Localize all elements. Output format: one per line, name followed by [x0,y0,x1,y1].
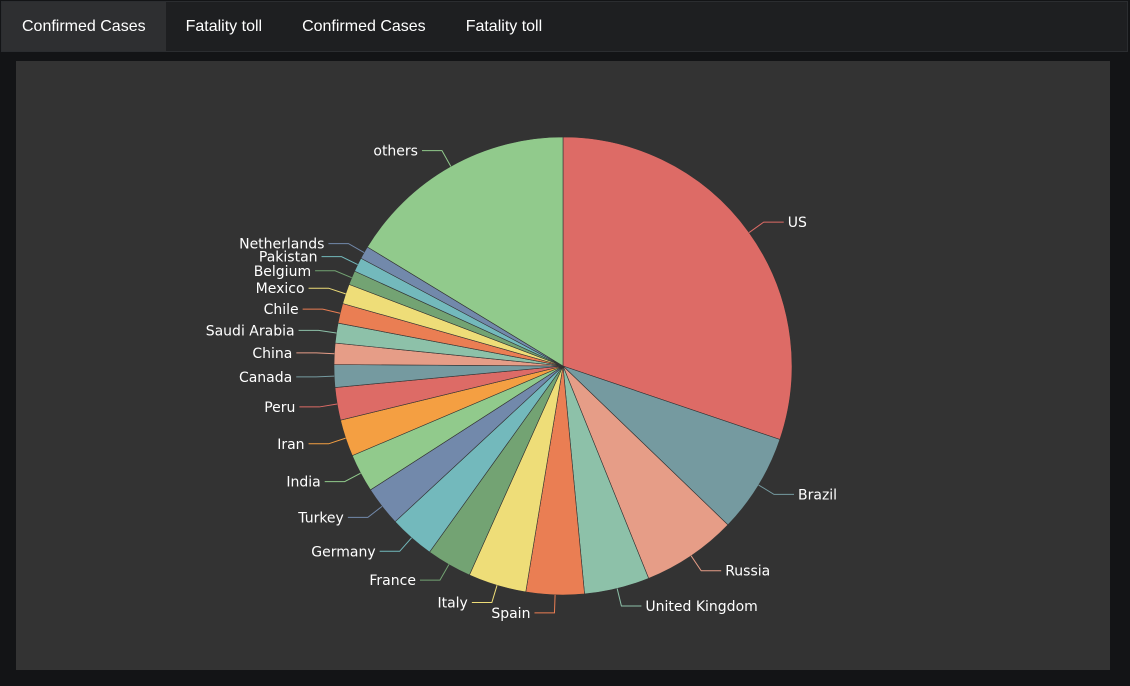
label-us: US [788,215,807,231]
label-canada: Canada [239,370,292,386]
tab-confirmed-cases[interactable]: Confirmed Cases [2,2,166,51]
label-line-france [419,564,450,581]
tab-fatality-toll[interactable]: Fatality toll [185,17,263,35]
label-line-iran [308,437,346,445]
label-pakistan: Pakistan [259,250,318,266]
label-line-germany [379,537,412,552]
label-line-mexico [308,287,346,295]
pie-chart: US Brazil Russia United Kingdom Spain Italy Fr… [206,136,837,622]
label-italy: Italy [437,596,467,612]
slice-others[interactable] [366,136,564,367]
label-iran: Iran [277,437,304,453]
label-chile: Chile [264,302,299,318]
label-line-pakistan [321,256,358,266]
pie-labels: US Brazil Russia United Kingdom Spain Italy Fr… [206,144,837,622]
label-saudi-arabia: Saudi Arabia [206,323,295,339]
label-mexico: Mexico [256,281,305,297]
label-line-china [296,352,335,355]
label-line-saudi-arabia [298,329,337,334]
label-russia: Russia [725,564,770,580]
label-netherlands: Netherlands [239,237,324,253]
pie-slices [333,136,793,596]
tab-confirmed-cases-2[interactable]: Confirmed Cases [302,17,426,35]
label-line-canada [296,375,335,378]
label-spain: Spain [491,606,530,622]
tab-fatality-toll-2[interactable]: Fatality toll [465,17,543,35]
label-line-peru [299,403,338,408]
label-line-spain [534,594,556,614]
tab-bar: Confirmed Cases Fatality toll Confirmed … [1,1,1128,52]
label-line-brazil [758,484,795,495]
label-peru: Peru [264,400,295,416]
label-turkey: Turkey [297,510,344,526]
label-line-united-kingdom [616,588,642,607]
label-china: China [252,346,292,362]
label-line-us [748,221,784,233]
chart-panel: US Brazil Russia United Kingdom Spain Italy Fr… [16,61,1110,670]
label-line-others [421,150,452,167]
label-belgium: Belgium [254,264,311,280]
label-others: others [373,144,418,160]
label-line-belgium [315,270,352,279]
pie-label-lines [296,150,795,614]
label-france: France [369,573,416,589]
label-line-india [324,472,361,483]
label-line-russia [690,555,722,572]
slice-us[interactable] [562,136,793,440]
label-line-italy [471,585,498,604]
label-india: India [286,475,320,491]
label-line-chile [302,308,341,314]
label-line-netherlands [328,243,365,253]
label-germany: Germany [311,544,375,560]
label-brazil: Brazil [798,487,837,503]
label-line-turkey [347,505,383,518]
label-united-kingdom: United Kingdom [645,599,757,615]
